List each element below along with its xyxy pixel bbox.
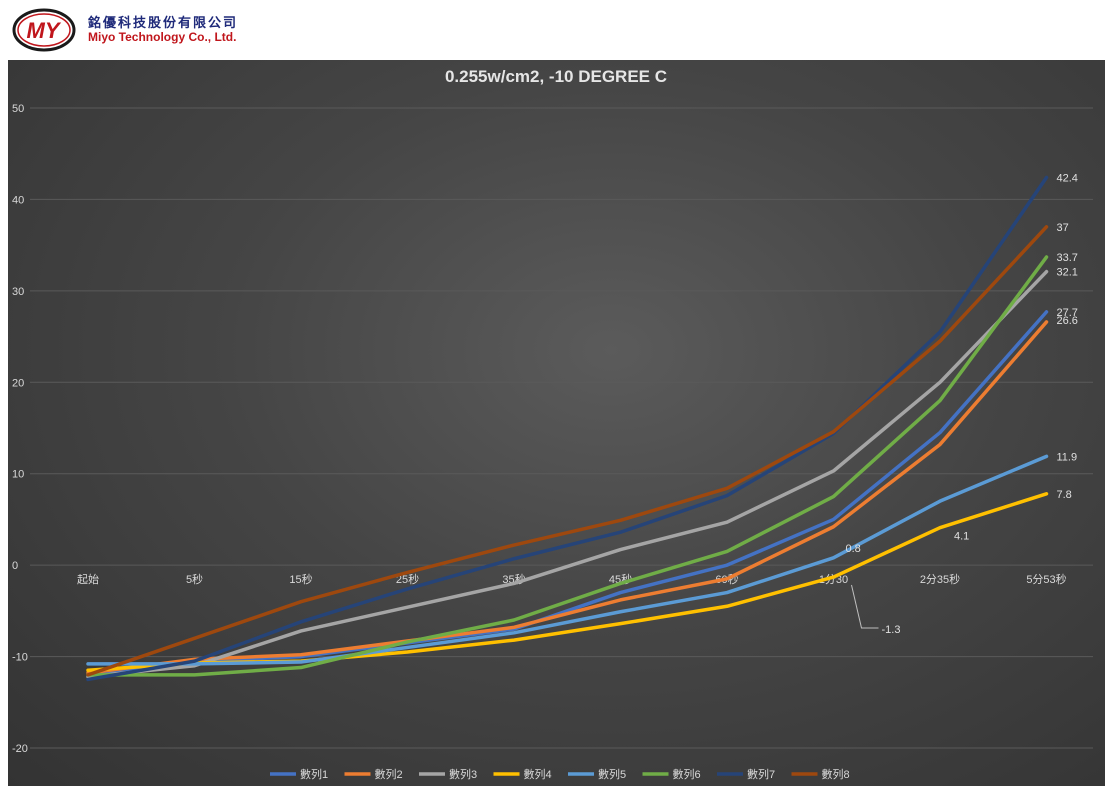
data-label: -1.3 [882, 624, 901, 636]
legend-label: 數列5 [598, 767, 626, 781]
line-chart: 0.255w/cm2, -10 DEGREE C -20 -10 0 10 20 30 40… [12, 67, 1093, 781]
x-tick-label: 5秒 [186, 572, 203, 586]
chart-area: 0.255w/cm2, -10 DEGREE C -20 -10 0 10 20 30 40… [8, 60, 1105, 786]
legend-label: 數列2 [375, 767, 403, 781]
chart-title: 0.255w/cm2, -10 DEGREE C [445, 67, 667, 86]
series-lines [86, 175, 1049, 682]
x-tick-label: 2分35秒 [920, 572, 960, 586]
y-tick-label: 40 [12, 194, 24, 206]
y-tick-label: 50 [12, 103, 24, 115]
company-name-english: Miyo Technology Co., Ltd. [88, 30, 237, 44]
series-line-2 [86, 320, 1049, 675]
header: MY 銘優科技股份有限公司 Miyo Technology Co., Ltd. [0, 0, 1115, 60]
legend-label: 數列3 [449, 767, 477, 781]
series-line-8 [86, 225, 1049, 677]
company-logo: MY [12, 8, 76, 52]
data-label: 37 [1057, 222, 1069, 234]
data-label: 32.1 [1057, 267, 1078, 279]
y-tick-label: -20 [12, 743, 28, 755]
legend-label: 數列8 [822, 767, 850, 781]
data-labels: 42.4 37 33.7 32.1 27.726.6 11.9 7.8 4.1 0.8 -1.3 [846, 172, 1078, 636]
data-label: 33.7 [1057, 252, 1078, 264]
data-label: 4.1 [954, 531, 969, 543]
legend: 數列1 數列2 數列3 數列4 數列5 數列6 數列7 數列8 [270, 767, 850, 781]
label-leader-line [851, 584, 879, 629]
y-tick-label: 10 [12, 469, 24, 481]
data-label: 27.7 [1057, 307, 1078, 319]
company-name-chinese: 銘優科技股份有限公司 [88, 16, 239, 31]
data-label: 26.6 [1057, 315, 1078, 327]
legend-label: 數列4 [524, 767, 552, 781]
x-tick-label: 15秒 [289, 572, 312, 586]
x-tick-label: 1分30 [819, 573, 848, 586]
series-line-3 [86, 269, 1049, 679]
legend-label: 數列6 [673, 767, 701, 781]
legend-label: 數列7 [747, 767, 775, 781]
data-label: 7.8 [1057, 489, 1072, 501]
data-label: 42.4 [1057, 172, 1078, 184]
y-tick-label: 30 [12, 286, 24, 298]
series-line-7 [86, 175, 1049, 682]
y-tick-label: 0 [12, 560, 18, 572]
series-line-1 [86, 310, 1049, 677]
series-line-5 [86, 454, 1049, 666]
data-label: 0.8 [846, 543, 861, 555]
gridlines [30, 107, 1093, 749]
y-axis-ticks: -20 -10 0 10 20 30 40 50 [12, 103, 28, 755]
x-tick-label: 起始 [77, 572, 99, 586]
y-tick-label: -10 [12, 652, 28, 664]
x-tick-label: 5分53秒 [1026, 572, 1066, 586]
logo-text: MY [27, 18, 62, 43]
legend-label: 數列1 [300, 767, 328, 781]
x-axis-ticks: 起始 5秒 15秒 25秒 35秒 45秒 60秒 1分30 2分35秒 5分53秒 [77, 572, 1067, 586]
data-label: 11.9 [1057, 451, 1078, 463]
y-tick-label: 20 [12, 377, 24, 389]
series-line-6 [86, 255, 1049, 677]
